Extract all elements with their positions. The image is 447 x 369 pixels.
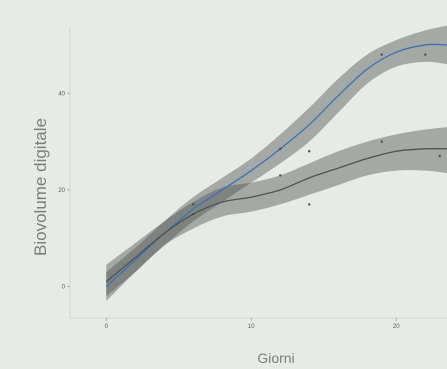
data-point <box>380 140 383 143</box>
x-tick-label: 0 <box>105 324 109 330</box>
confidence-band-2 <box>106 127 447 297</box>
y-tick-label: 0 <box>62 285 66 291</box>
series-line-2 <box>105 148 447 283</box>
axes <box>69 28 447 319</box>
x-axis-title: Giorni <box>257 350 294 366</box>
data-point <box>380 53 383 56</box>
data-point <box>192 212 195 216</box>
y-tick-label: 20 <box>58 188 65 194</box>
data-point <box>279 147 282 151</box>
data-point <box>192 203 195 206</box>
x-tick-label: 10 <box>248 324 255 330</box>
x-tick-label: 20 <box>393 324 400 330</box>
confidence-bands <box>106 25 447 302</box>
y-tick-label: 40 <box>58 91 65 97</box>
data-point <box>424 53 427 56</box>
data-points <box>192 53 441 216</box>
ticks: 0 20 40 0 10 20 <box>58 91 400 330</box>
data-point <box>279 174 282 177</box>
y-axis-title: Biovolume digitale <box>31 118 50 256</box>
data-point <box>308 203 311 206</box>
confidence-band-1 <box>106 25 447 302</box>
data-point <box>438 154 441 158</box>
data-point <box>308 150 311 153</box>
